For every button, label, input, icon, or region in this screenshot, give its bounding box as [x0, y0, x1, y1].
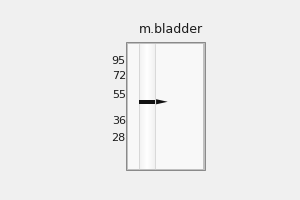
- Bar: [145, 44, 146, 169]
- Bar: [149, 44, 150, 169]
- Bar: [150, 44, 151, 169]
- Polygon shape: [156, 99, 168, 104]
- Bar: [151, 44, 152, 169]
- Bar: [143, 44, 144, 169]
- Bar: [128, 44, 202, 169]
- Text: 95: 95: [112, 56, 126, 66]
- Bar: [147, 44, 148, 169]
- Text: 28: 28: [112, 133, 126, 143]
- Bar: [126, 42, 205, 170]
- Bar: [143, 44, 144, 169]
- Bar: [146, 44, 147, 169]
- Bar: [144, 44, 145, 169]
- Bar: [153, 44, 154, 169]
- Bar: [142, 44, 143, 169]
- Text: 36: 36: [112, 116, 126, 126]
- Text: 72: 72: [112, 71, 126, 81]
- Bar: [149, 44, 150, 169]
- Bar: [139, 44, 140, 169]
- Bar: [153, 44, 154, 169]
- Bar: [142, 44, 143, 169]
- Bar: [154, 44, 155, 169]
- Text: m.bladder: m.bladder: [139, 23, 203, 36]
- Bar: [148, 44, 149, 169]
- Bar: [147, 44, 148, 169]
- Bar: [141, 44, 142, 169]
- Bar: [140, 44, 141, 169]
- Bar: [139, 44, 140, 169]
- Bar: [152, 44, 153, 169]
- Text: 55: 55: [112, 90, 126, 100]
- Bar: [139, 100, 155, 104]
- Bar: [141, 44, 142, 169]
- Bar: [145, 44, 146, 169]
